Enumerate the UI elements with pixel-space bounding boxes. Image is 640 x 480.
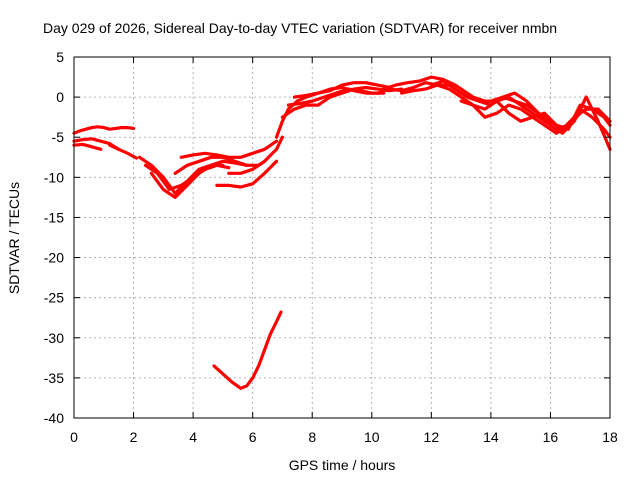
x-axis-label: GPS time / hours	[289, 457, 396, 473]
y-axis-label: SDTVAR / TECUs	[6, 182, 22, 294]
data-series	[72, 75, 612, 390]
y-tick-label: -5	[52, 129, 65, 145]
x-tick-label: 18	[602, 429, 618, 445]
series-line-trace-early-c	[108, 143, 139, 160]
y-tick-label: -15	[44, 209, 64, 225]
series-line-trace-day-c	[400, 83, 612, 131]
y-tick-label: -10	[44, 169, 64, 185]
x-tick-label: 4	[189, 429, 197, 445]
series-line-trace-early-d	[72, 142, 103, 151]
series-line-trace-day-d	[429, 79, 612, 151]
series-line-trace-dip	[212, 310, 283, 390]
series-line-trace-morning-g	[227, 135, 284, 175]
series-line-trace-morning-e	[179, 139, 279, 159]
y-tick-label: 0	[56, 89, 64, 105]
series-line-trace-morning-b	[143, 163, 231, 191]
series-line-trace-early-a	[72, 125, 136, 135]
x-tick-labels: 0 2 4 6 8 10 12 14 16 18	[70, 429, 618, 445]
y-tick-label: -25	[44, 290, 64, 306]
x-tick-label: 2	[130, 429, 138, 445]
series-line-trace-rise-b	[280, 85, 404, 119]
x-tick-label: 16	[543, 429, 559, 445]
axis-ticks	[73, 56, 611, 419]
series-line-trace-rise-d	[292, 85, 380, 99]
x-tick-label: 14	[483, 429, 499, 445]
x-tick-label: 6	[249, 429, 257, 445]
y-tick-label: -30	[44, 330, 64, 346]
plot-frame	[73, 56, 611, 419]
series-line-trace-morning-c	[149, 159, 267, 199]
chart-title: Day 029 of 2026, Sidereal Day-to-day VTE…	[43, 20, 557, 36]
x-tick-label: 12	[424, 429, 440, 445]
x-tick-label: 8	[308, 429, 316, 445]
y-tick-labels: 5 0 -5 -10 -15 -20 -25 -30 -35 -40	[44, 49, 64, 426]
y-tick-label: -40	[44, 410, 64, 426]
x-tick-label: 10	[364, 429, 380, 445]
grid-lines	[74, 57, 610, 418]
y-tick-label: -35	[44, 370, 64, 386]
series-line-trace-morning-f	[215, 159, 279, 189]
series-line-trace-day-e	[459, 95, 582, 131]
y-tick-label: 5	[56, 49, 64, 65]
x-tick-label: 0	[70, 429, 78, 445]
series-line-trace-morning-d	[173, 155, 249, 175]
y-tick-label: -20	[44, 250, 64, 266]
